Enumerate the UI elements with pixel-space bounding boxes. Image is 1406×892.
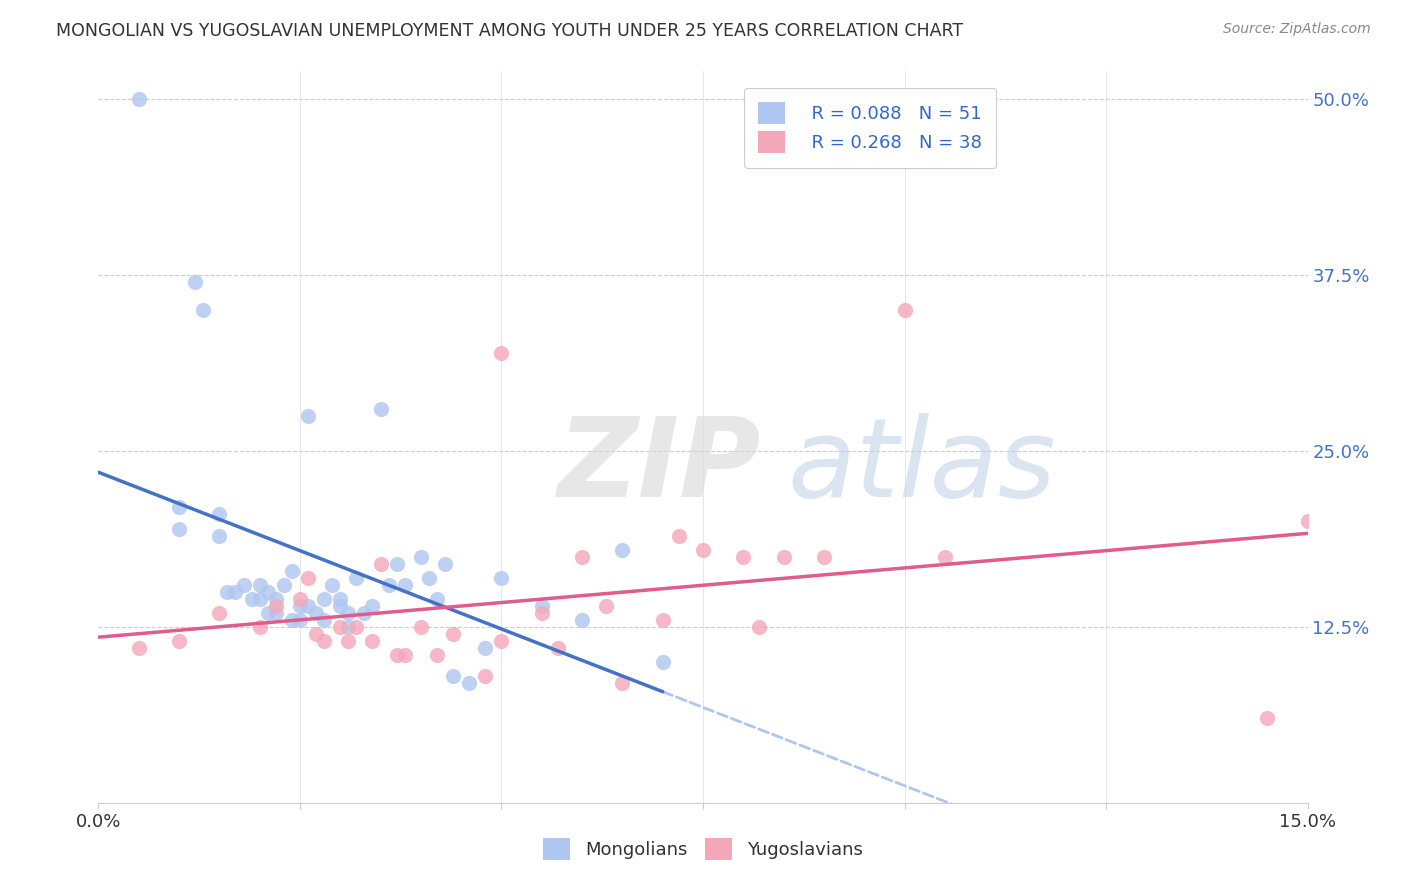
Point [474, 669, 496, 683]
Point [314, 613, 336, 627]
Point [934, 549, 956, 564]
Point [426, 591, 449, 606]
Point [394, 578, 416, 592]
Point [692, 542, 714, 557]
Point [530, 599, 553, 613]
Point [370, 401, 392, 416]
Point [288, 591, 311, 606]
Point [264, 599, 287, 613]
Point [893, 303, 915, 318]
Point [264, 591, 287, 606]
Point [441, 627, 464, 641]
Point [281, 564, 304, 578]
Point [249, 620, 271, 634]
Text: MONGOLIAN VS YUGOSLAVIAN UNEMPLOYMENT AMONG YOUTH UNDER 25 YEARS CORRELATION CHA: MONGOLIAN VS YUGOSLAVIAN UNEMPLOYMENT AM… [56, 22, 963, 40]
Text: Source: ZipAtlas.com: Source: ZipAtlas.com [1223, 22, 1371, 37]
Point [434, 557, 457, 571]
Point [297, 409, 319, 423]
Point [314, 634, 336, 648]
Point [353, 606, 375, 620]
Point [668, 528, 690, 542]
Point [314, 591, 336, 606]
Point [491, 571, 513, 585]
Point [297, 599, 319, 613]
Point [208, 508, 231, 522]
Point [651, 655, 673, 669]
Point [305, 627, 328, 641]
Point [128, 93, 150, 107]
Point [772, 549, 794, 564]
Point [240, 591, 263, 606]
Text: atlas: atlas [787, 413, 1056, 520]
Point [651, 613, 673, 627]
Point [329, 591, 352, 606]
Point [748, 620, 770, 634]
Point [329, 599, 352, 613]
Point [184, 276, 207, 290]
Point [547, 641, 569, 656]
Point [426, 648, 449, 662]
Point [321, 578, 343, 592]
Point [249, 591, 271, 606]
Point [232, 578, 254, 592]
Point [595, 599, 617, 613]
Point [394, 648, 416, 662]
Point [344, 620, 367, 634]
Point [337, 620, 360, 634]
Point [733, 549, 755, 564]
Point [264, 606, 287, 620]
Point [370, 557, 392, 571]
Point [167, 634, 190, 648]
Point [128, 641, 150, 656]
Point [288, 613, 311, 627]
Point [167, 521, 190, 535]
Point [1256, 711, 1278, 725]
Point [1296, 515, 1319, 529]
Point [385, 557, 408, 571]
Point [385, 648, 408, 662]
Point [361, 599, 384, 613]
Point [167, 500, 190, 515]
Point [256, 584, 278, 599]
Point [329, 620, 352, 634]
Point [612, 542, 634, 557]
Point [530, 606, 553, 620]
Text: ZIP: ZIP [558, 413, 762, 520]
Point [208, 528, 231, 542]
Point [193, 303, 215, 318]
Point [249, 578, 271, 592]
Point [474, 641, 496, 656]
Point [297, 571, 319, 585]
Point [571, 613, 593, 627]
Point [273, 578, 295, 592]
Point [281, 613, 304, 627]
Point [458, 676, 481, 690]
Point [337, 634, 360, 648]
Point [409, 620, 432, 634]
Point [409, 549, 432, 564]
Point [224, 584, 246, 599]
Point [344, 571, 367, 585]
Point [305, 606, 328, 620]
Point [491, 345, 513, 359]
Point [377, 578, 399, 592]
Point [256, 606, 278, 620]
Point [208, 606, 231, 620]
Point [491, 634, 513, 648]
Point [571, 549, 593, 564]
Point [361, 634, 384, 648]
Point [441, 669, 464, 683]
Point [813, 549, 835, 564]
Point [288, 599, 311, 613]
Legend: Mongolians, Yugoslavians: Mongolians, Yugoslavians [536, 830, 870, 867]
Point [612, 676, 634, 690]
Point [337, 606, 360, 620]
Point [418, 571, 440, 585]
Point [217, 584, 239, 599]
